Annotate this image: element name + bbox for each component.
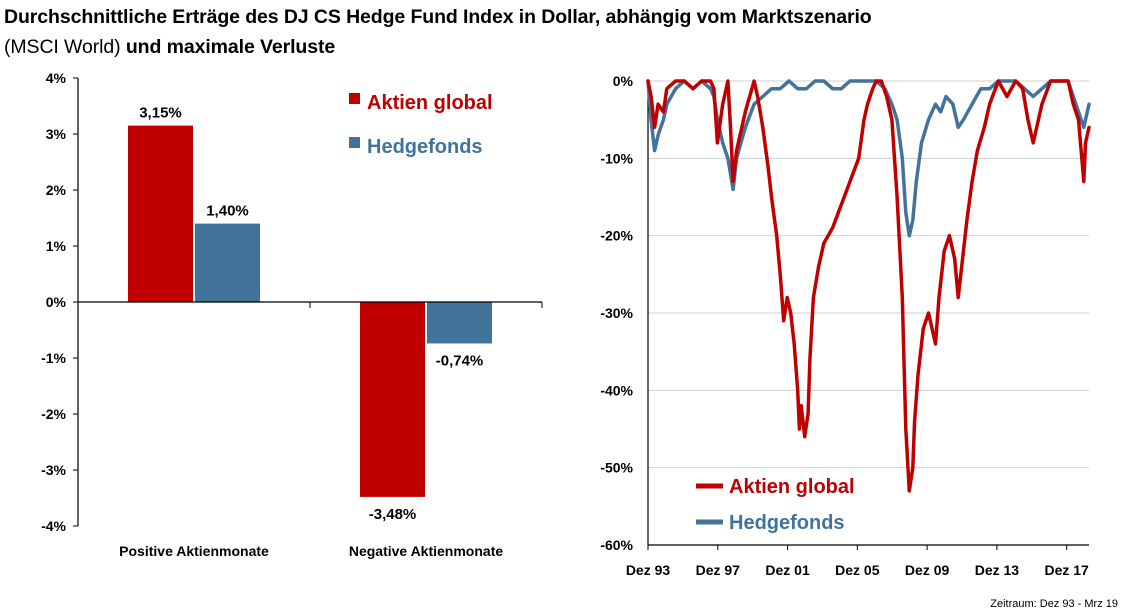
y-tick-label: 0% xyxy=(613,73,634,89)
y-tick-label: 2% xyxy=(46,182,67,198)
footnote: Zeitraum: Dez 93 - Mrz 19 xyxy=(990,598,1118,610)
x-tick-label: Positive Aktienmonate xyxy=(119,543,269,559)
y-tick-label: 1% xyxy=(46,238,67,254)
legend-label: Hedgefonds xyxy=(729,512,845,534)
title-line-1: Durchschnittliche Erträge des DJ CS Hedg… xyxy=(4,6,872,28)
y-tick-label: -60% xyxy=(600,537,633,553)
x-tick-label: Dez 17 xyxy=(1044,562,1089,578)
y-tick-label: -2% xyxy=(41,406,66,422)
bar xyxy=(128,125,193,302)
y-tick-label: -1% xyxy=(41,350,66,366)
title-line-2-bold: und maximale Verluste xyxy=(120,36,336,58)
x-tick-label: Dez 01 xyxy=(765,562,810,578)
series-line xyxy=(646,79,1091,493)
x-tick-label: Negative Aktienmonate xyxy=(349,543,504,559)
x-tick-label: Dez 09 xyxy=(905,562,950,578)
bar xyxy=(427,302,492,344)
y-tick-label: 0% xyxy=(46,294,67,310)
y-tick-label: -4% xyxy=(41,518,66,534)
y-tick-label: -20% xyxy=(600,228,633,244)
x-tick-label: Dez 05 xyxy=(835,562,880,578)
y-tick-label: -30% xyxy=(600,305,633,321)
x-tick-label: Dez 97 xyxy=(696,562,741,578)
title-line-2: (MSCI World) und maximale Verluste xyxy=(4,32,1120,62)
y-tick-label: -50% xyxy=(600,460,633,476)
y-tick-label: 3% xyxy=(46,126,67,142)
data-label: 3,15% xyxy=(139,105,182,122)
data-label: -0,74% xyxy=(436,352,484,369)
legend-label: Aktien global xyxy=(729,476,855,498)
title-line-2-normal: (MSCI World) xyxy=(4,36,121,58)
y-tick-label: -3% xyxy=(41,462,66,478)
data-label: -3,48% xyxy=(369,506,417,523)
y-tick-label: -40% xyxy=(600,382,633,398)
legend-label: Aktien global xyxy=(367,92,493,114)
y-tick-label: 4% xyxy=(46,70,67,86)
x-tick-label: Dez 13 xyxy=(975,562,1020,578)
legend-swatch xyxy=(349,137,360,148)
bar xyxy=(195,223,260,302)
data-label: 1,40% xyxy=(206,203,249,220)
bar xyxy=(360,302,425,497)
chart-title: Durchschnittliche Erträge des DJ CS Hedg… xyxy=(4,2,1120,62)
legend-label: Hedgefonds xyxy=(367,136,483,158)
bar-chart: -4% -3% -2% -1% 0% 1% 2% 3% 4% 3,15% 1,40% Positive… xyxy=(41,70,543,559)
legend-swatch xyxy=(349,93,360,104)
x-tick-label: Dez 93 xyxy=(626,562,671,578)
y-tick-label: -10% xyxy=(600,150,633,166)
